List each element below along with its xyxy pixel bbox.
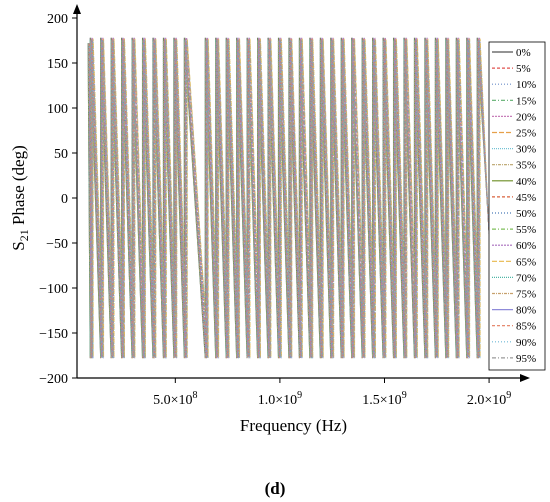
series-line-75pct xyxy=(88,40,490,359)
legend-entry: 55% xyxy=(516,224,536,236)
caption: (d) xyxy=(265,479,286,498)
legend-entry: 35% xyxy=(516,160,536,172)
y-tick-label: −150 xyxy=(39,327,68,342)
legend-entry: 30% xyxy=(516,144,536,156)
legend-entry: 70% xyxy=(516,272,536,284)
y-tick-label: 100 xyxy=(47,102,68,117)
series-line-90pct xyxy=(89,39,490,359)
y-tick-label: 200 xyxy=(47,12,68,27)
series-line-65pct xyxy=(90,38,490,358)
legend-entry: 85% xyxy=(516,321,536,333)
legend-entry: 15% xyxy=(516,95,536,107)
legend-entry: 45% xyxy=(516,192,536,204)
y-axis-arrow xyxy=(73,4,81,14)
legend-entry: 75% xyxy=(516,289,536,301)
legend-entry: 90% xyxy=(516,337,536,349)
legend-entry: 80% xyxy=(516,305,536,317)
x-tick-label: 1.0×109 xyxy=(258,390,302,408)
legend-entry: 5% xyxy=(516,63,531,75)
x-axis-arrow xyxy=(520,374,530,382)
legend-entry: 0% xyxy=(516,47,531,59)
legend-entry: 95% xyxy=(516,353,536,365)
series-line-85pct xyxy=(89,38,490,357)
legend-entry: 20% xyxy=(516,111,536,123)
series-layer xyxy=(87,37,490,359)
y-tick-label: 0 xyxy=(61,192,68,207)
x-axis-title: Frequency (Hz) xyxy=(240,416,347,435)
y-tick-label: 50 xyxy=(54,147,68,162)
y-tick-label: 150 xyxy=(47,57,68,72)
legend-entry: 10% xyxy=(516,79,536,91)
series-line-80pct xyxy=(88,37,490,358)
legend-entry: 40% xyxy=(516,176,536,188)
legend: 0% 5% 10% 15% 20% 25% 30% 35% 40% 45% 50% 55% 60% 65%… xyxy=(488,41,546,371)
y-tick-label: −100 xyxy=(39,282,68,297)
series-line-70pct xyxy=(87,39,490,357)
legend-entry: 50% xyxy=(516,208,536,220)
legend-entry: 25% xyxy=(516,128,536,140)
x-tick-label: 2.0×109 xyxy=(467,390,511,408)
series-line-95pct xyxy=(90,40,490,358)
x-tick-label: 1.5×109 xyxy=(362,390,406,408)
legend-entry: 60% xyxy=(516,240,536,252)
y-axis-title: S21 Phase (deg) xyxy=(9,145,31,251)
x-tick-label: 5.0×108 xyxy=(153,390,197,408)
y-tick-label: −200 xyxy=(39,372,68,387)
legend-box xyxy=(488,41,546,371)
axes-layer: 200 150 100 50 0 −50 −100 −150 −200 5.0×108 1.0×10… xyxy=(9,4,530,435)
y-tick-label: −50 xyxy=(46,237,68,252)
series-line-30pct xyxy=(90,39,490,359)
series-line-20pct xyxy=(89,37,490,358)
legend-entry: 65% xyxy=(516,256,536,268)
